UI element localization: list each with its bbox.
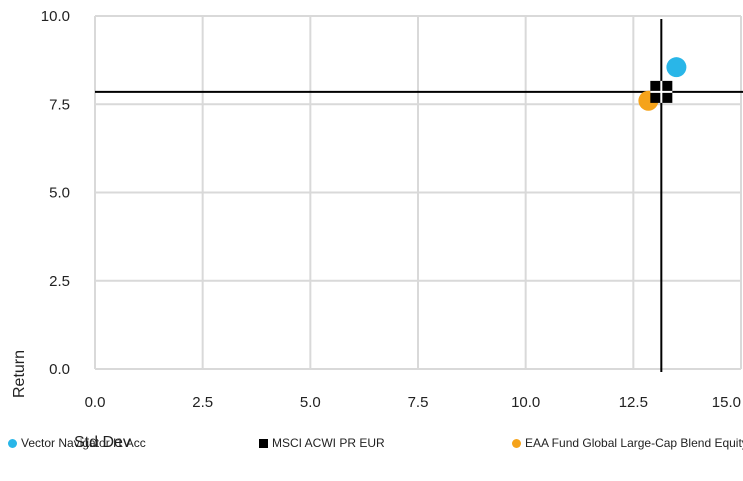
legend-square-icon (259, 438, 268, 448)
legend-circle-icon (8, 438, 17, 448)
legend-item-eaa-fund: EAA Fund Global Large-Cap Blend Equity (512, 436, 743, 450)
reference-lines (95, 19, 743, 372)
x-tick-label: 7.5 (408, 394, 429, 411)
y-axis-ticks: 0.0 2.5 5.0 7.5 10.0 (41, 8, 70, 378)
y-axis-label: Return (11, 350, 28, 398)
x-tick-label: 10.0 (511, 394, 540, 411)
x-tick-label: 12.5 (619, 394, 648, 411)
legend-label: EAA Fund Global Large-Cap Blend Equity (525, 436, 743, 450)
legend-circle-icon (512, 438, 521, 448)
y-tick-label: 0.0 (49, 361, 70, 378)
data-point-circle (666, 57, 687, 78)
x-tick-label: 5.0 (300, 394, 321, 411)
data-points (638, 57, 687, 111)
grid (94, 15, 742, 370)
x-axis-label: Std Dev (74, 434, 131, 451)
y-tick-label: 5.0 (49, 185, 70, 202)
data-point-square (650, 80, 673, 103)
x-axis-ticks: 0.0 2.5 5.0 7.5 10.0 12.5 15.0 (85, 394, 741, 411)
y-tick-label: 10.0 (41, 8, 70, 25)
legend-label: Vector Navigator I1 Acc (21, 436, 146, 450)
x-tick-label: 15.0 (712, 394, 741, 411)
legend-label: MSCI ACWI PR EUR (272, 436, 385, 450)
legend-item-vector-navigator: Vector Navigator I1 Acc (8, 436, 146, 450)
y-tick-label: 7.5 (49, 96, 70, 113)
legend-item-msci-acwi: MSCI ACWI PR EUR (259, 436, 385, 450)
x-tick-label: 2.5 (192, 394, 213, 411)
x-tick-label: 0.0 (85, 394, 106, 411)
y-tick-label: 2.5 (49, 273, 70, 290)
